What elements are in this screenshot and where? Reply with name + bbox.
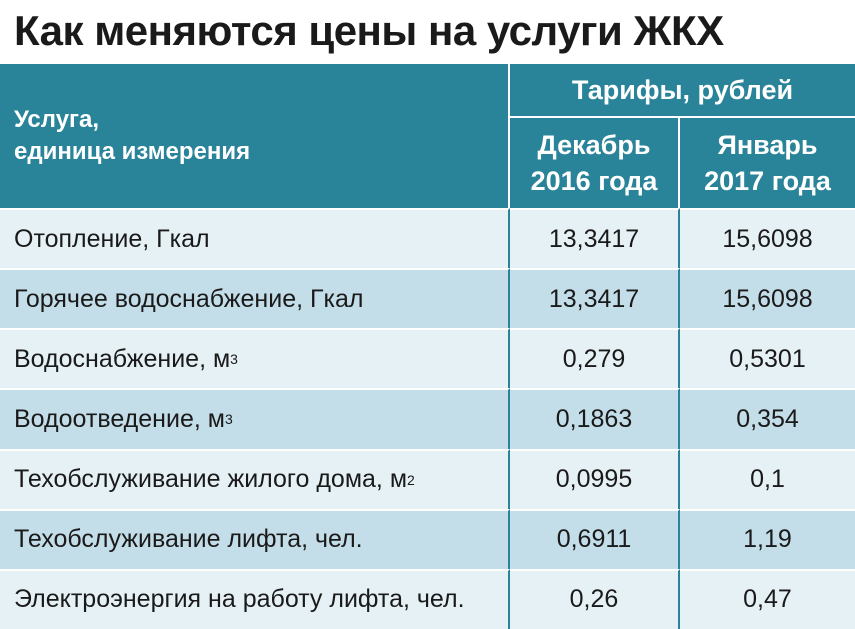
dec-value: 0,279	[510, 328, 680, 389]
header-service-line2: единица измерения	[14, 138, 251, 165]
dec-value: 0,1863	[510, 388, 680, 449]
service-cell: Отопление, Гкал	[0, 208, 510, 269]
header-jan-line1: Январь	[717, 130, 818, 160]
service-label: Водоснабжение, м	[14, 344, 231, 373]
jan-value: 0,5301	[680, 328, 855, 389]
dec-value: 13,3417	[510, 208, 680, 269]
jan-value: 0,1	[680, 448, 855, 509]
dec-value: 0,6911	[510, 508, 680, 569]
service-cell: Электроэнергия на работу лифта, чел.	[0, 568, 510, 629]
jan-value: 15,6098	[680, 208, 855, 269]
service-label: Техобслуживание жилого дома, м	[14, 465, 408, 494]
header-jan-line2: 2017 года	[704, 166, 831, 196]
header-january-2017: Январь 2017 года	[680, 118, 855, 208]
service-label: Отопление, Гкал	[14, 224, 210, 253]
header-dec-line1: Декабрь	[537, 130, 651, 160]
header-december-2016: Декабрь 2016 года	[510, 118, 680, 208]
service-label: Горячее водоснабжение, Гкал	[14, 284, 364, 313]
header-tariffs: Тарифы, рублей	[510, 64, 855, 118]
dec-value: 0,0995	[510, 448, 680, 509]
page-title: Как меняются цены на услуги ЖКХ	[14, 7, 724, 54]
header-service-line1: Услуга,	[14, 106, 100, 133]
dec-value: 0,26	[510, 568, 680, 629]
service-cell: Техобслуживание лифта, чел.	[0, 508, 510, 569]
service-label: Техобслуживание лифта, чел.	[14, 525, 363, 554]
header-service: Услуга, единица измерения	[0, 64, 510, 208]
tariffs-table: Услуга, единица измерения Тарифы, рублей…	[0, 64, 855, 629]
service-label: Водоотведение, м	[14, 404, 225, 433]
dec-value: 13,3417	[510, 268, 680, 329]
header-dec-line2: 2016 года	[530, 166, 658, 196]
service-cell: Горячее водоснабжение, Гкал	[0, 268, 510, 329]
jan-value: 0,354	[680, 388, 855, 449]
service-label: Электроэнергия на работу лифта, чел.	[14, 585, 465, 614]
jan-value: 1,19	[680, 508, 855, 569]
jan-value: 0,47	[680, 568, 855, 629]
jan-value: 15,6098	[680, 268, 855, 329]
